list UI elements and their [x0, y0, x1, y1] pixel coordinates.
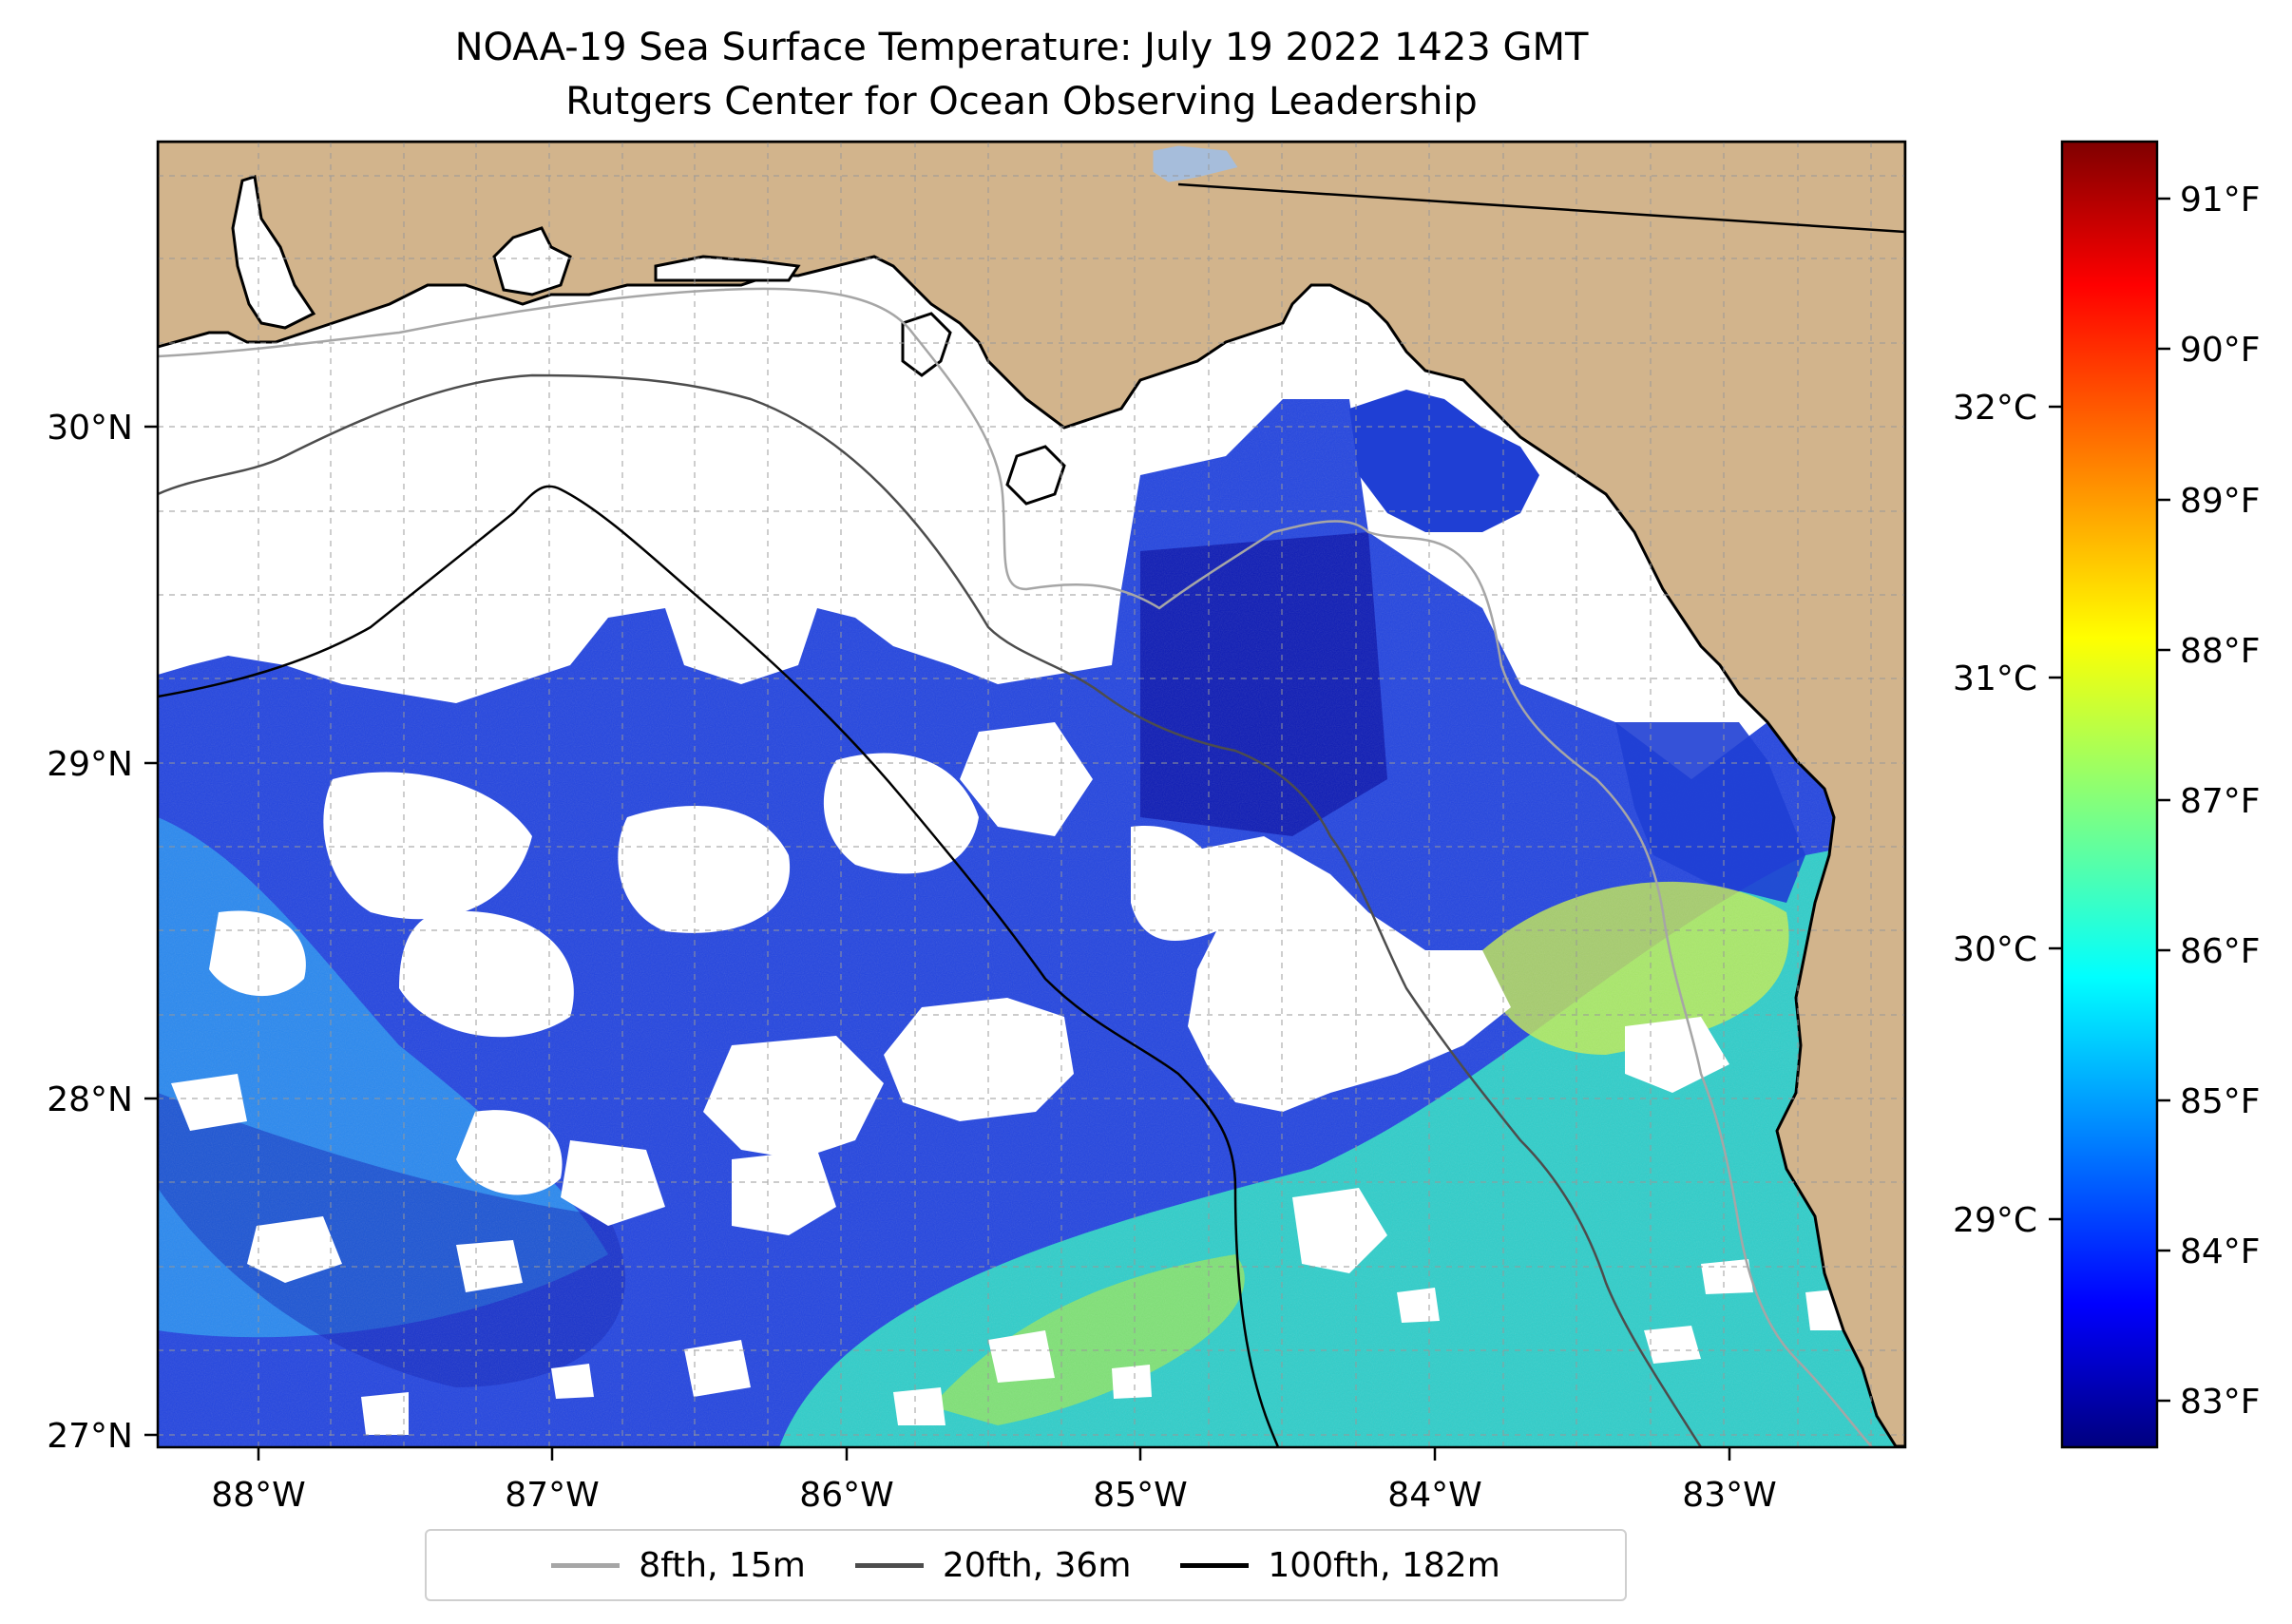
- chart-subtitle: Rutgers Center for Ocean Observing Leade…: [565, 80, 1478, 124]
- x-tick-label-85w: 85°W: [1093, 1476, 1187, 1515]
- state-border: [1177, 182, 1905, 234]
- y-tick-label-29n: 29°N: [47, 745, 133, 784]
- colorbar-label-89f: 89°F: [2180, 482, 2261, 521]
- y-tick-label-28n: 28°N: [47, 1080, 133, 1119]
- legend-swatch-20fth: [854, 1562, 924, 1568]
- legend-label-8fth: 8fth, 15m: [639, 1545, 806, 1585]
- legend-item-100fth: 100fth, 182m: [1180, 1545, 1500, 1585]
- x-tick-label-88w: 88°W: [211, 1476, 305, 1515]
- colorbar-label-84f: 84°F: [2180, 1232, 2261, 1271]
- legend-label-100fth: 100fth, 182m: [1268, 1545, 1500, 1585]
- colorbar-label-90f: 90°F: [2180, 331, 2261, 370]
- colorbar-label-91f: 91°F: [2180, 181, 2261, 220]
- lake: [1153, 145, 1238, 182]
- colorbar-label-87f: 87°F: [2180, 782, 2261, 821]
- legend-item-8fth: 8fth, 15m: [551, 1546, 806, 1585]
- legend-label-20fth: 20fth, 36m: [942, 1545, 1132, 1585]
- contour-8fth-15m: [158, 287, 1873, 1447]
- colorbar: [2060, 140, 2159, 1449]
- colorbar-label-30c: 30°C: [1953, 930, 2037, 969]
- legend-swatch-8fth: [551, 1562, 621, 1568]
- x-tick-label-87w: 87°W: [505, 1476, 599, 1515]
- map-frame: [156, 140, 1907, 1449]
- sst-big-bend-lower: [1615, 722, 1805, 903]
- contour-100fth-182m: [158, 485, 1280, 1447]
- colorbar-label-86f: 86°F: [2180, 932, 2261, 971]
- pensacola-bay: [492, 226, 572, 296]
- colorbar-label-32c: 32°C: [1953, 389, 2037, 428]
- y-tick-label-27n: 27°N: [47, 1417, 133, 1456]
- mobile-bay: [231, 175, 316, 330]
- map-panel: [158, 142, 1905, 1447]
- land: [158, 142, 1905, 1447]
- y-axis: [144, 425, 158, 1437]
- legend-swatch-100fth: [1180, 1562, 1250, 1568]
- colorbar-f-ticks: [2157, 197, 2170, 1403]
- y-tick-label-30n: 30°N: [47, 409, 133, 448]
- colorbar-label-83f: 83°F: [2180, 1383, 2261, 1422]
- land-northern-coast: [158, 142, 1905, 1447]
- colorbar-label-85f: 85°F: [2180, 1082, 2261, 1121]
- legend-item-20fth: 20fth, 36m: [854, 1545, 1132, 1585]
- x-tick-label-83w: 83°W: [1682, 1476, 1776, 1515]
- chart-title: NOAA-19 Sea Surface Temperature: July 19…: [455, 26, 1589, 69]
- contour-legend: 8fth, 15m 20fth, 36m 100fth, 182m: [425, 1529, 1627, 1601]
- colorbar-label-88f: 88°F: [2180, 632, 2261, 671]
- apalachicola-bay: [1005, 445, 1066, 506]
- sst-big-bend: [1349, 390, 1539, 532]
- x-axis: [257, 1447, 1731, 1461]
- colorbar-label-29c: 29°C: [1953, 1201, 2037, 1240]
- x-tick-label-86w: 86°W: [799, 1476, 893, 1515]
- colorbar-label-31c: 31°C: [1953, 659, 2037, 698]
- gridlines: [158, 142, 1905, 1447]
- colorbar-c-ticks: [2049, 405, 2062, 1221]
- contour-20fth-36m: [158, 373, 1703, 1447]
- x-tick-label-84w: 84°W: [1387, 1476, 1481, 1515]
